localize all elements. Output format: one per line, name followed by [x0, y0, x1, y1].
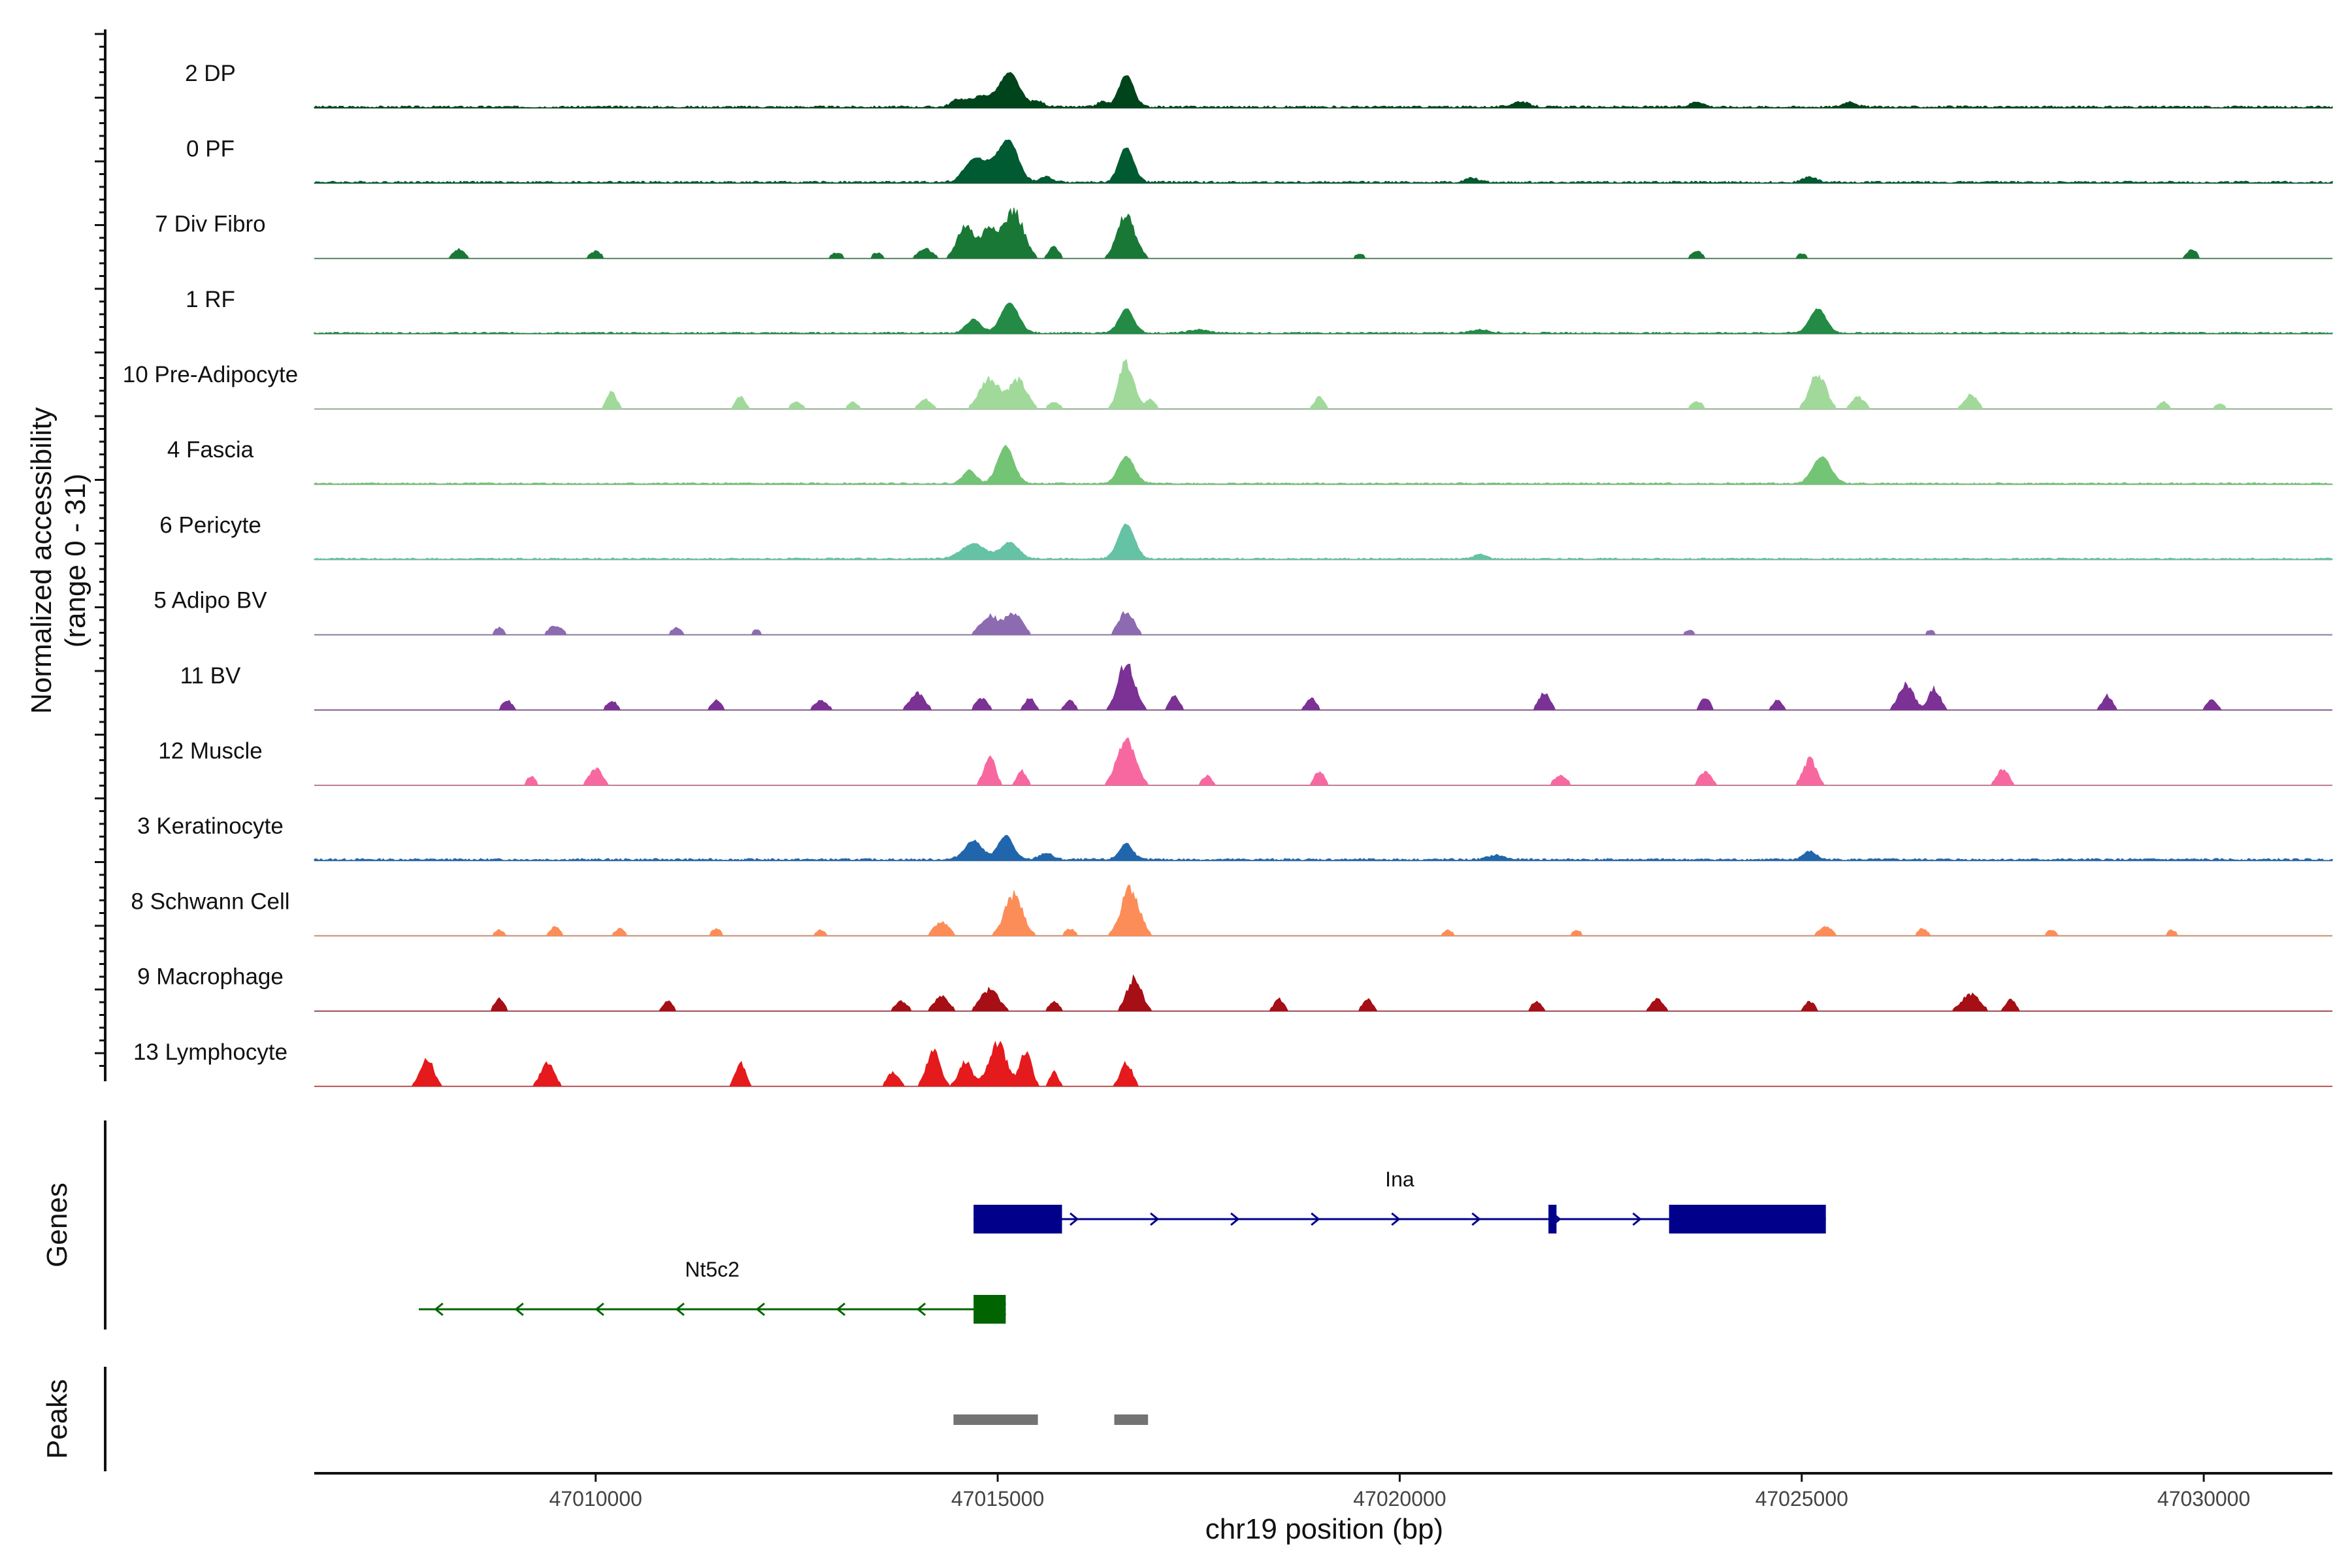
strand-arrow [1311, 1212, 1320, 1226]
strand-arrow [514, 1302, 524, 1316]
strand-arrow [1070, 1212, 1079, 1226]
track-label: 12 Muscle [158, 738, 263, 764]
x-tick-label: 47030000 [2157, 1487, 2250, 1511]
coverage-area [314, 302, 2333, 335]
gene-label: Ina [1385, 1168, 1414, 1191]
strand-arrow [1230, 1212, 1240, 1226]
coverage-area [314, 139, 2333, 184]
y-axis-title-line2: (range 0 - 31) [59, 474, 91, 648]
track-5: 10 Pre-Adipocyte [123, 359, 2332, 410]
coverage-area [314, 737, 2332, 786]
x-tick-label: 47020000 [1353, 1487, 1446, 1511]
track-label: 9 Macrophage [137, 964, 284, 990]
track-4: 1 RF [186, 287, 2333, 335]
strand-arrow [1150, 1212, 1160, 1226]
track-label: 8 Schwann Cell [131, 889, 289, 914]
track-label: 3 Keratinocyte [137, 813, 284, 839]
track-3: 7 Div Fibro [155, 207, 2332, 259]
strand-arrow [675, 1302, 685, 1316]
exon [1548, 1205, 1557, 1233]
track-9: 11 BV [180, 663, 2332, 711]
track-label: 4 Fascia [167, 437, 254, 463]
strand-arrow [836, 1302, 846, 1316]
track-10: 12 Muscle [158, 737, 2332, 786]
gene-label: Nt5c2 [685, 1258, 740, 1281]
x-axis-ticks: 47010000 47015000 47020000 47025000 47030000 [549, 1473, 2250, 1511]
track-label: 7 Div Fibro [155, 212, 265, 237]
track-8: 5 Adipo BV [154, 588, 2332, 636]
coverage-area [314, 974, 2332, 1012]
coverage-area [314, 72, 2333, 108]
track-7: 6 Pericyte [159, 512, 2333, 561]
gene-ina: Ina [973, 1168, 1826, 1233]
track-label: 13 Lymphocyte [133, 1039, 287, 1065]
track-label: 0 PF [186, 136, 235, 161]
x-tick-label: 47010000 [549, 1487, 642, 1511]
coverage-area [314, 663, 2332, 711]
track-label: 6 Pericyte [159, 512, 261, 538]
peaks-panel-title: Peaks [41, 1379, 73, 1459]
strand-arrow [1471, 1212, 1481, 1226]
coverage-area [314, 359, 2332, 410]
strand-arrow [1632, 1212, 1642, 1226]
track-12: 8 Schwann Cell [131, 885, 2332, 937]
exon [1669, 1205, 1826, 1233]
track-label: 11 BV [180, 663, 241, 689]
x-axis-title: chr19 position (bp) [1205, 1513, 1443, 1545]
peak-region [953, 1414, 1038, 1425]
track-14: 13 Lymphocyte [133, 1039, 2332, 1087]
y-axis-title: Normalized accessibility (range 0 - 31) [25, 407, 91, 713]
track-label: 10 Pre-Adipocyte [123, 362, 298, 387]
track-label: 5 Adipo BV [154, 588, 267, 613]
strand-arrow [434, 1302, 444, 1316]
track-label: 2 DP [185, 61, 236, 86]
coverage-area [314, 523, 2333, 561]
genes-panel: Ina Nt5c2 [418, 1168, 1826, 1324]
track-6: 4 Fascia [167, 437, 2333, 485]
coverage-tracks: 2 DP 0 PF 7 Div Fibro 1 RF 10 Pre-Adipocyte 4… [123, 61, 2333, 1087]
track-1: 2 DP [185, 61, 2333, 109]
coverage-area [314, 1040, 2332, 1087]
exon [973, 1205, 1062, 1233]
x-tick-label: 47015000 [951, 1487, 1044, 1511]
strand-arrow [755, 1302, 765, 1316]
track-11: 3 Keratinocyte [137, 813, 2333, 862]
coverage-area [314, 834, 2333, 861]
coverage-y-ticks [95, 33, 105, 1067]
y-axis-title-line1: Normalized accessibility [25, 407, 57, 713]
strand-arrow [595, 1302, 604, 1316]
peaks-panel [953, 1414, 1149, 1425]
track-label: 1 RF [186, 287, 235, 312]
coverage-area [314, 611, 2332, 636]
coverage-area [314, 444, 2333, 485]
x-tick-label: 47025000 [1756, 1487, 1848, 1511]
strand-arrow [916, 1302, 926, 1316]
coverage-area [314, 207, 2332, 259]
track-2: 0 PF [186, 136, 2333, 184]
exon [973, 1295, 1006, 1324]
genes-panel-title: Genes [41, 1183, 73, 1267]
coverage-area [314, 885, 2332, 936]
track-13: 9 Macrophage [137, 964, 2332, 1012]
peak-region [1114, 1414, 1149, 1425]
strand-arrow [1391, 1212, 1401, 1226]
gene-nt5c2: Nt5c2 [418, 1258, 1007, 1324]
